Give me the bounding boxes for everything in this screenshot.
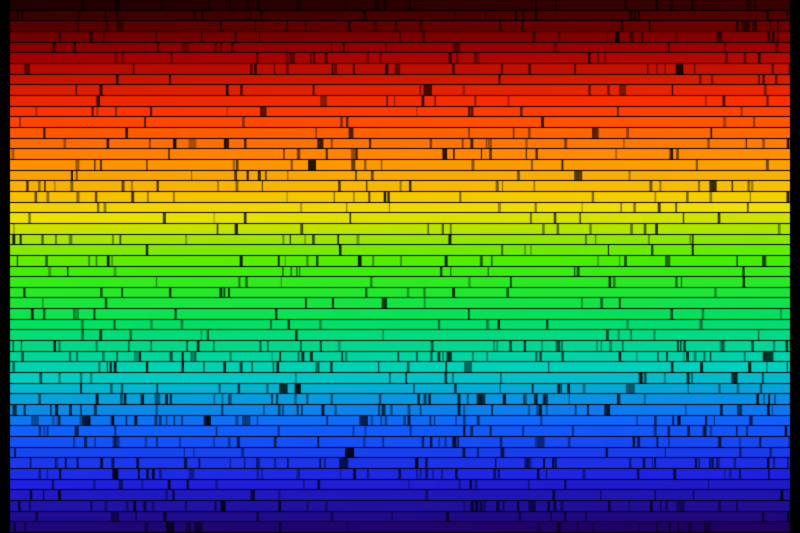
solar-spectrum-image [0,0,800,533]
